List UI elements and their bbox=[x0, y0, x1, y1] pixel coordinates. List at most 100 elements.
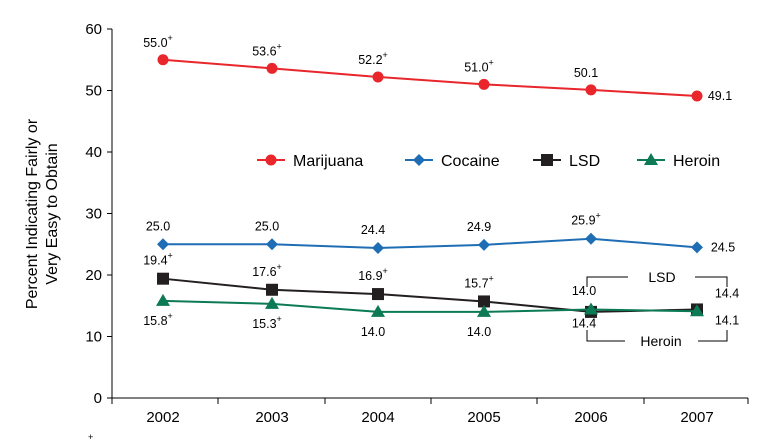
lsd-bracket-left bbox=[586, 276, 628, 287]
x-tick-label: 2005 bbox=[467, 409, 500, 426]
y-tick-label: 30 bbox=[85, 206, 102, 223]
data-label: 14.0 bbox=[361, 325, 385, 339]
data-point bbox=[372, 71, 384, 83]
significance-mark: + bbox=[168, 251, 173, 261]
heroin-annotation: Heroin bbox=[640, 333, 681, 349]
significance-mark: + bbox=[596, 211, 601, 221]
series-layer bbox=[156, 54, 704, 318]
data-point bbox=[691, 90, 703, 102]
data-label: 14.0 bbox=[467, 325, 491, 339]
significance-mark: + bbox=[277, 314, 282, 324]
data-labels: 55.0+ 53.6+ 52.2+ 51.0+ 50.1 49.1 25.0 25.0 24.4… bbox=[143, 33, 739, 339]
lsd-bracket-right bbox=[695, 276, 728, 287]
heroin-bracket-left bbox=[586, 330, 625, 342]
legend-item-marijuana: Marijuana bbox=[257, 153, 363, 170]
data-label: 51.0+ bbox=[464, 57, 494, 74]
axes: 0 10 20 30 40 50 60 2002 2003 2004 2005 2006 2007 Per… bbox=[24, 21, 749, 426]
significance-mark: + bbox=[383, 266, 388, 276]
legend-marker bbox=[541, 154, 553, 166]
data-label: 17.6+ bbox=[252, 262, 282, 279]
data-label: 49.1 bbox=[708, 89, 732, 103]
series-line bbox=[162, 277, 698, 313]
footnote-mark: + bbox=[88, 432, 93, 440]
data-point bbox=[477, 304, 491, 317]
data-label: 24.9 bbox=[467, 220, 491, 234]
data-point bbox=[372, 241, 384, 254]
data-point bbox=[584, 302, 598, 315]
data-point bbox=[585, 232, 597, 245]
significance-mark: + bbox=[277, 262, 282, 272]
significance-mark: + bbox=[489, 57, 494, 67]
series-line bbox=[162, 299, 698, 313]
y-axis-label: Very Easy to Obtain bbox=[44, 143, 61, 284]
y-tick-label: 20 bbox=[85, 267, 102, 284]
series-line bbox=[163, 237, 698, 249]
y-tick-label: 10 bbox=[85, 329, 102, 346]
legend-label: Cocaine bbox=[441, 153, 500, 170]
series-heroin bbox=[156, 293, 704, 317]
data-label: 15.3+ bbox=[252, 314, 282, 331]
series-cocaine bbox=[157, 232, 703, 254]
series-line bbox=[162, 58, 698, 98]
data-point bbox=[157, 54, 169, 66]
data-point bbox=[266, 62, 278, 74]
data-label: 15.7+ bbox=[464, 273, 494, 290]
y-tick-label: 0 bbox=[94, 390, 102, 407]
legend-item-lsd: LSD bbox=[533, 153, 600, 170]
data-label: 14.1 bbox=[715, 313, 739, 327]
data-label: 24.5 bbox=[711, 240, 735, 254]
data-label: 15.8+ bbox=[143, 311, 173, 328]
significance-mark: + bbox=[277, 41, 282, 51]
legend-item-heroin: Heroin bbox=[637, 153, 720, 170]
legend-marker bbox=[644, 153, 658, 165]
data-point bbox=[266, 238, 278, 251]
data-point bbox=[265, 296, 279, 309]
data-label: 55.0+ bbox=[143, 33, 173, 50]
legend: Marijuana Cocaine LSD Heroin bbox=[257, 153, 720, 170]
data-label: 14.0 bbox=[572, 284, 596, 298]
y-tick-label: 50 bbox=[85, 83, 102, 100]
data-label: 25.9+ bbox=[571, 211, 601, 228]
heroin-bracket-right bbox=[698, 330, 728, 342]
x-tick-label: 2003 bbox=[255, 409, 288, 426]
data-label: 24.4 bbox=[361, 223, 385, 237]
significance-mark: + bbox=[489, 273, 494, 283]
legend-label: Heroin bbox=[673, 153, 720, 170]
legend-label: LSD bbox=[569, 153, 600, 170]
legend-marker bbox=[265, 154, 277, 166]
data-point bbox=[157, 238, 169, 251]
legend-label: Marijuana bbox=[293, 153, 363, 170]
significance-mark: + bbox=[168, 33, 173, 43]
data-point bbox=[691, 241, 703, 254]
x-tick-label: 2002 bbox=[146, 409, 179, 426]
y-tick-label: 60 bbox=[85, 21, 102, 38]
data-label: 19.4+ bbox=[143, 251, 173, 268]
data-label: 16.9+ bbox=[358, 266, 388, 283]
data-label: 50.1 bbox=[574, 66, 598, 80]
data-point bbox=[478, 295, 490, 308]
data-point bbox=[478, 78, 490, 90]
data-label: 25.0 bbox=[255, 219, 279, 233]
data-point bbox=[371, 304, 385, 317]
data-label: 52.2+ bbox=[358, 50, 388, 67]
lsd-annotation: LSD bbox=[648, 269, 675, 285]
y-tick-label: 40 bbox=[85, 144, 102, 161]
data-label: 25.0 bbox=[146, 219, 170, 233]
data-label: 14.4 bbox=[572, 316, 596, 330]
data-point bbox=[690, 304, 704, 317]
data-point bbox=[266, 283, 278, 296]
significance-mark: + bbox=[168, 311, 173, 321]
data-label: 53.6+ bbox=[252, 41, 282, 58]
x-tick-label: 2006 bbox=[574, 409, 607, 426]
significance-mark: + bbox=[383, 50, 388, 60]
data-point bbox=[372, 288, 384, 301]
data-point bbox=[156, 293, 170, 306]
data-label: 14.4 bbox=[715, 286, 739, 300]
legend-marker bbox=[413, 154, 425, 166]
legend-item-cocaine: Cocaine bbox=[405, 153, 500, 170]
x-tick-label: 2004 bbox=[361, 409, 394, 426]
data-point bbox=[478, 238, 490, 251]
data-point bbox=[585, 84, 597, 96]
x-tick-label: 2007 bbox=[680, 409, 713, 426]
